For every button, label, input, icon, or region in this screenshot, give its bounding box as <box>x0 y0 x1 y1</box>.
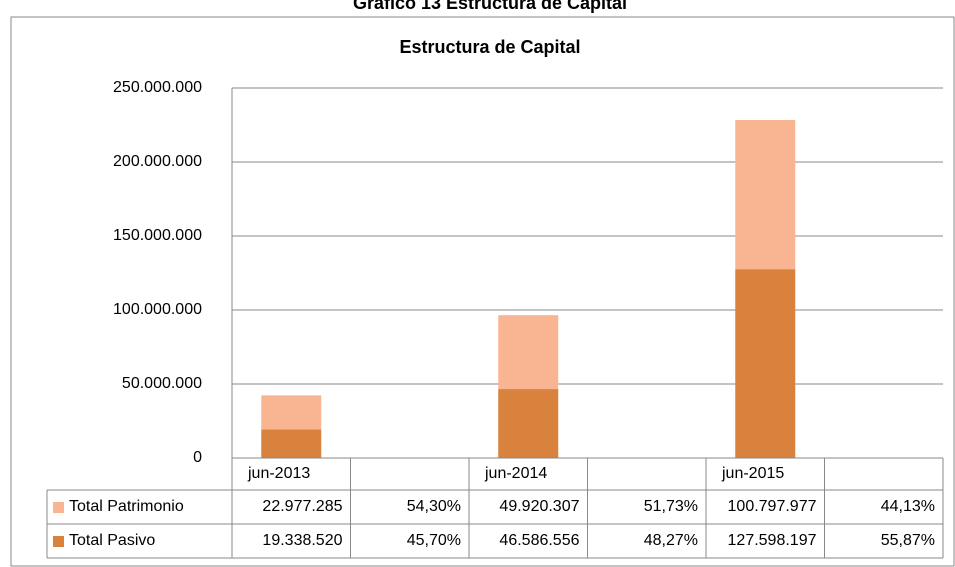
data-label: 55,87% <box>881 532 935 549</box>
y-tick-label: 50.000.000 <box>122 375 202 392</box>
data-label: 127.598.197 <box>728 532 817 549</box>
data-label: 44,13% <box>881 498 935 515</box>
data-label: 100.797.977 <box>728 498 817 515</box>
bar-segment <box>261 429 322 458</box>
bar-segment <box>735 119 796 270</box>
y-tick-label: 150.000.000 <box>113 227 202 244</box>
y-tick-label: 250.000.000 <box>113 79 202 96</box>
legend-swatch <box>53 536 64 547</box>
legend-swatch <box>53 502 64 513</box>
data-label: 48,27% <box>644 532 698 549</box>
page-title: Gráfico 13 Estructura de Capital <box>353 0 627 13</box>
data-label: 45,70% <box>407 532 461 549</box>
chart-title: Estructura de Capital <box>399 37 580 57</box>
bar-segment <box>498 315 559 390</box>
bar-segment <box>735 269 796 458</box>
legend-label: Total Pasivo <box>69 532 155 549</box>
data-label: 49.920.307 <box>499 498 579 515</box>
y-tick-label: 200.000.000 <box>113 153 202 170</box>
x-tick-label: jun-2015 <box>721 465 784 482</box>
y-tick-label: 100.000.000 <box>113 301 202 318</box>
x-tick-label: jun-2014 <box>484 465 547 482</box>
bar-segment <box>498 389 559 458</box>
bar-segment <box>261 395 322 430</box>
data-label: 19.338.520 <box>262 532 342 549</box>
data-label: 46.586.556 <box>499 532 579 549</box>
data-label: 51,73% <box>644 498 698 515</box>
data-label: 54,30% <box>407 498 461 515</box>
legend-label: Total Patrimonio <box>69 498 184 515</box>
x-tick-label: jun-2013 <box>247 465 310 482</box>
data-label: 22.977.285 <box>262 498 342 515</box>
chart-border <box>10 16 955 567</box>
y-tick-label: 0 <box>193 449 202 466</box>
